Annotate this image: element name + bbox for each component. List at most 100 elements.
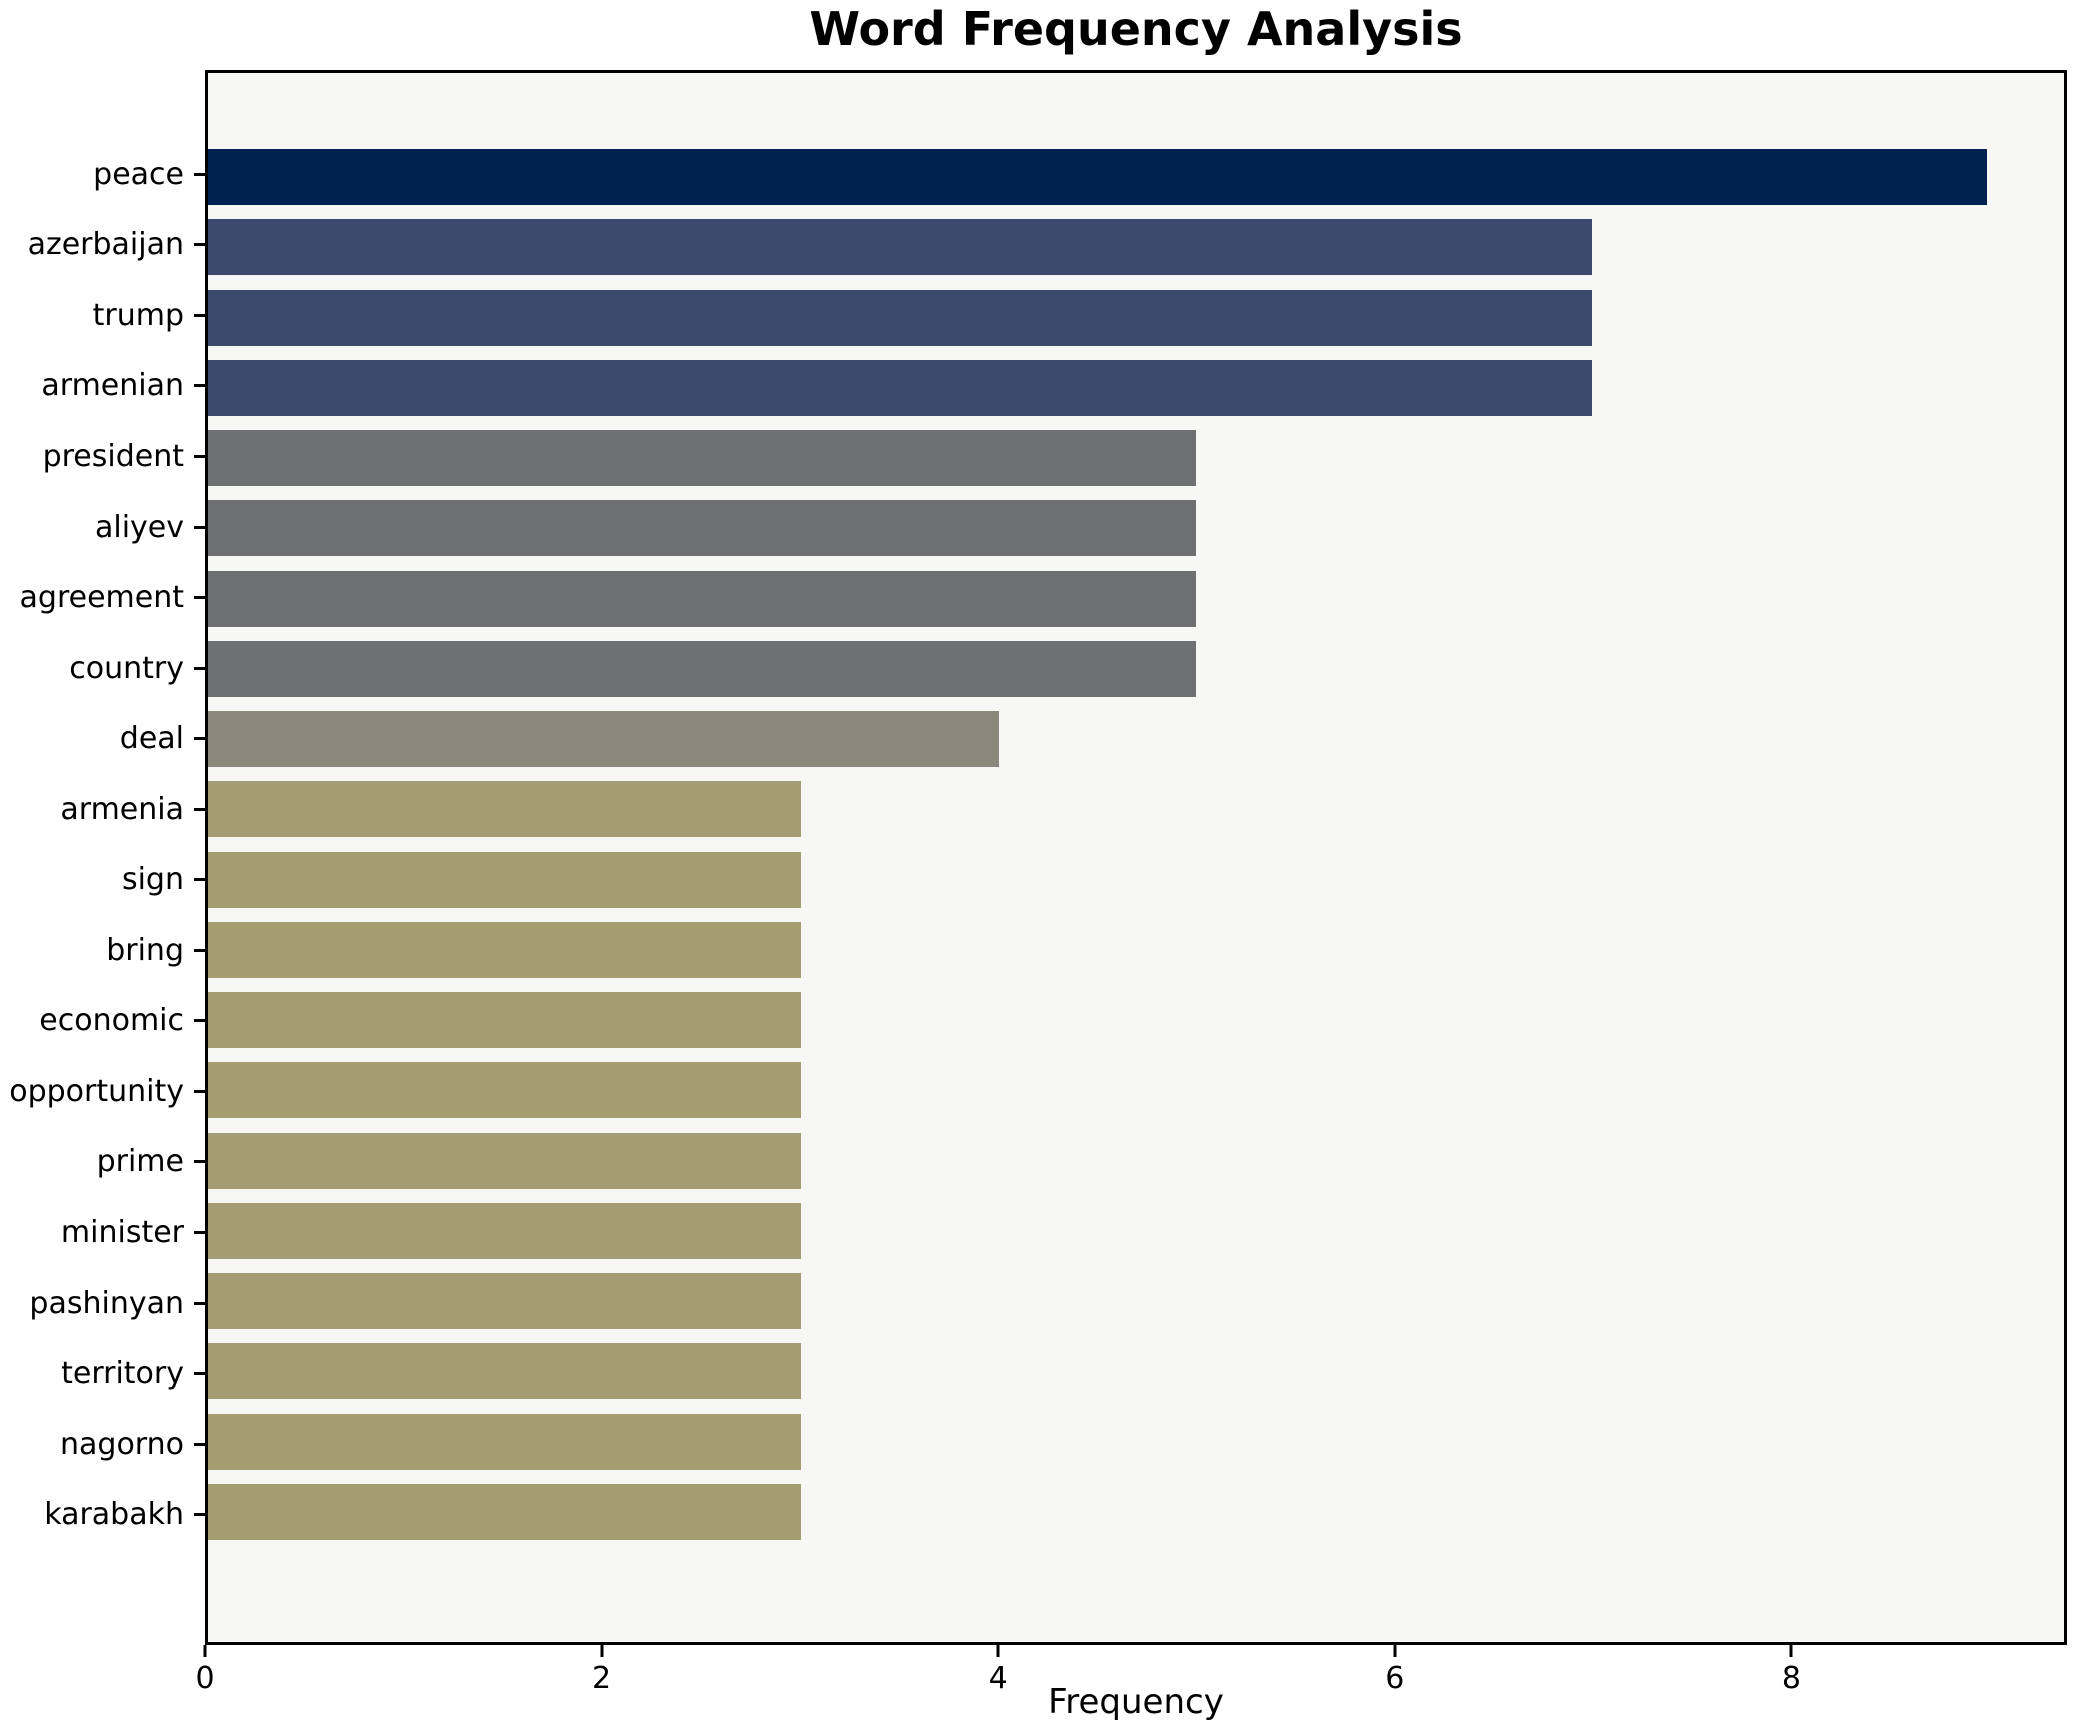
y-label-row: karabakh bbox=[0, 1479, 205, 1550]
y-tick-mark bbox=[194, 1301, 205, 1305]
bar-row bbox=[208, 634, 2064, 704]
bar-row bbox=[208, 774, 2064, 844]
bar bbox=[208, 711, 999, 768]
category-label: nagorno bbox=[60, 1426, 184, 1462]
y-label-row: opportunity bbox=[0, 1056, 205, 1127]
y-label-row: peace bbox=[0, 139, 205, 210]
y-tick-mark bbox=[194, 666, 205, 670]
x-tick-label: 0 bbox=[195, 1661, 215, 1696]
y-label-row: deal bbox=[0, 703, 205, 774]
bar-row bbox=[208, 1196, 2064, 1266]
y-tick-mark bbox=[194, 1230, 205, 1234]
category-label: bring bbox=[106, 932, 184, 968]
bar-row bbox=[208, 1126, 2064, 1196]
plot-area bbox=[205, 70, 2067, 1645]
bar-row bbox=[208, 212, 2064, 282]
bar-row bbox=[208, 985, 2064, 1055]
x-axis-ticks: 0 2 4 6 8 bbox=[195, 1645, 2067, 1715]
y-tick-mark bbox=[194, 172, 205, 176]
y-label-row: nagorno bbox=[0, 1409, 205, 1480]
category-label: territory bbox=[61, 1356, 184, 1392]
y-label-row: aliyev bbox=[0, 492, 205, 563]
y-tick-mark bbox=[194, 1372, 205, 1376]
x-tick-label: 8 bbox=[1781, 1661, 1801, 1696]
category-label: prime bbox=[96, 1144, 184, 1180]
y-axis-labels: peace azerbaijan trump armenian president ali… bbox=[0, 70, 205, 1645]
y-label-row: azerbaijan bbox=[0, 210, 205, 281]
y-tick-mark bbox=[194, 878, 205, 882]
y-label-row: armenian bbox=[0, 351, 205, 422]
category-label: karabakh bbox=[44, 1497, 184, 1533]
y-label-row: president bbox=[0, 421, 205, 492]
bar bbox=[208, 1343, 801, 1400]
category-label: aliyev bbox=[94, 509, 184, 545]
y-label-row: agreement bbox=[0, 562, 205, 633]
x-tick-mark bbox=[996, 1645, 1000, 1657]
bar-row bbox=[208, 1407, 2064, 1477]
y-label-row: armenia bbox=[0, 774, 205, 845]
bar bbox=[208, 500, 1197, 557]
x-tick-label: 6 bbox=[1385, 1661, 1405, 1696]
y-label-row: bring bbox=[0, 915, 205, 986]
y-tick-mark bbox=[194, 596, 205, 600]
y-tick-mark bbox=[194, 384, 205, 388]
y-tick-mark bbox=[194, 1513, 205, 1517]
x-tick-mark bbox=[1789, 1645, 1793, 1657]
y-label-row: minister bbox=[0, 1197, 205, 1268]
bar-row bbox=[208, 704, 2064, 774]
category-label: azerbaijan bbox=[27, 227, 184, 263]
category-label: sign bbox=[121, 862, 184, 898]
bar bbox=[208, 992, 801, 1049]
y-label-row: pashinyan bbox=[0, 1268, 205, 1339]
bar-row bbox=[208, 1266, 2064, 1336]
category-label: armenia bbox=[60, 791, 184, 827]
category-label: armenian bbox=[41, 368, 184, 404]
bar bbox=[208, 781, 801, 838]
category-label: economic bbox=[39, 1003, 184, 1039]
bar bbox=[208, 1413, 801, 1470]
bar bbox=[208, 1483, 801, 1540]
category-label: president bbox=[42, 438, 184, 474]
bar bbox=[208, 640, 1197, 697]
y-label-row: territory bbox=[0, 1338, 205, 1409]
x-tick-mark bbox=[203, 1645, 207, 1657]
bars-container bbox=[208, 73, 2064, 1642]
y-tick-mark bbox=[194, 1019, 205, 1023]
category-label: country bbox=[69, 650, 184, 686]
bar bbox=[208, 1273, 801, 1330]
category-label: trump bbox=[92, 297, 184, 333]
bar-row bbox=[208, 493, 2064, 563]
y-label-row: trump bbox=[0, 280, 205, 351]
x-tick-label: 4 bbox=[988, 1661, 1008, 1696]
category-label: pashinyan bbox=[29, 1285, 184, 1321]
y-tick-mark bbox=[194, 454, 205, 458]
x-axis-title: Frequency bbox=[1048, 1682, 1224, 1722]
x-tick-mark bbox=[600, 1645, 604, 1657]
y-label-row: sign bbox=[0, 844, 205, 915]
category-label: deal bbox=[119, 721, 184, 757]
y-tick-mark bbox=[194, 737, 205, 741]
bar-row bbox=[208, 283, 2064, 353]
category-label: peace bbox=[93, 156, 184, 192]
bar bbox=[208, 570, 1197, 627]
bar bbox=[208, 359, 1592, 416]
bar bbox=[208, 1062, 801, 1119]
bar-row bbox=[208, 564, 2064, 634]
bar bbox=[208, 430, 1197, 487]
y-tick-mark bbox=[194, 948, 205, 952]
bar-row bbox=[208, 845, 2064, 915]
bar-row bbox=[208, 142, 2064, 212]
y-label-row: economic bbox=[0, 986, 205, 1057]
bar bbox=[208, 1202, 801, 1259]
bar-row bbox=[208, 353, 2064, 423]
bar-row bbox=[208, 915, 2064, 985]
bar bbox=[208, 289, 1592, 346]
bar-row bbox=[208, 1055, 2064, 1125]
y-tick-mark bbox=[194, 1089, 205, 1093]
category-label: minister bbox=[60, 1214, 184, 1250]
x-tick-label: 2 bbox=[592, 1661, 612, 1696]
y-label-row: prime bbox=[0, 1127, 205, 1198]
bar-row bbox=[208, 1336, 2064, 1406]
bar-row bbox=[208, 423, 2064, 493]
